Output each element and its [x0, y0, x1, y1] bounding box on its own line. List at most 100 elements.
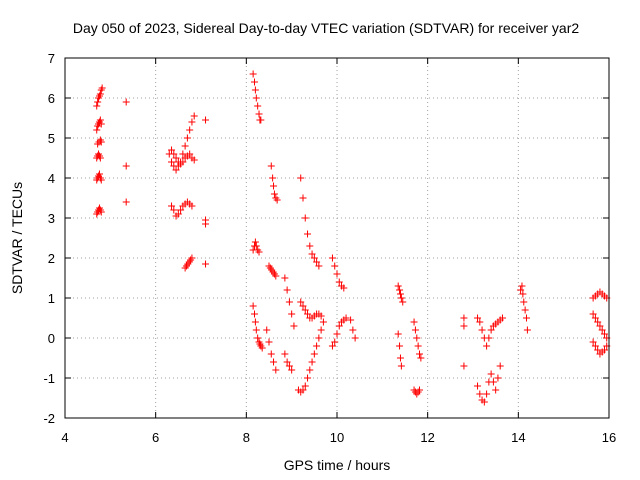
y-tick-label: 3 — [48, 211, 55, 226]
x-tick-label: 12 — [420, 430, 434, 445]
y-tick-label: 6 — [48, 91, 55, 106]
data-point — [250, 310, 258, 318]
data-point — [301, 306, 309, 314]
data-point — [93, 102, 101, 110]
series-arc-14.1 — [517, 282, 531, 334]
data-point — [252, 326, 260, 334]
data-point — [600, 330, 608, 338]
series-arc-13.3-low — [474, 362, 504, 406]
data-point — [97, 176, 105, 184]
data-point — [342, 314, 350, 322]
series-cluster-4.7-a — [93, 84, 106, 110]
data-point — [474, 314, 482, 322]
data-point — [416, 350, 424, 358]
data-point — [319, 318, 327, 326]
data-point — [267, 162, 275, 170]
data-point — [97, 138, 105, 146]
data-point — [263, 326, 271, 334]
data-point — [288, 310, 296, 318]
data-point — [122, 162, 130, 170]
data-point — [396, 354, 404, 362]
data-point — [489, 378, 497, 386]
data-point — [183, 134, 191, 142]
data-point — [249, 70, 257, 78]
data-point — [333, 330, 341, 338]
data-point — [250, 78, 258, 86]
data-point — [492, 386, 500, 394]
series-cluster-4.7-b — [93, 116, 105, 134]
data-point — [411, 326, 419, 334]
y-tick-label: 2 — [48, 251, 55, 266]
data-point — [517, 286, 525, 294]
data-point — [202, 220, 210, 228]
data-point — [188, 118, 196, 126]
data-point — [177, 206, 185, 214]
data-point — [288, 366, 296, 374]
data-point — [299, 194, 307, 202]
y-tick-label: 1 — [48, 291, 55, 306]
data-point — [494, 374, 502, 382]
data-point — [328, 254, 336, 262]
x-axis-label: GPS time / hours — [284, 457, 391, 473]
data-point — [317, 326, 325, 334]
data-point — [94, 98, 102, 106]
series-arc-15.7-mid — [589, 310, 611, 342]
data-point — [399, 298, 407, 306]
data-point — [594, 346, 602, 354]
data-point — [416, 386, 424, 394]
series-arc-13.2 — [474, 314, 506, 350]
data-point — [97, 208, 105, 216]
data-point — [179, 150, 187, 158]
series-arc-9.0 — [281, 274, 298, 330]
series-arc-9.9 — [328, 254, 348, 292]
data-point — [285, 362, 293, 370]
data-point — [596, 322, 604, 330]
data-point — [417, 354, 425, 362]
y-tick-label: 0 — [48, 331, 55, 346]
series-isolated-5.35 — [122, 98, 130, 206]
data-point — [273, 196, 281, 204]
data-point — [522, 314, 530, 322]
data-point — [413, 334, 421, 342]
series-cluster-4.7-d — [93, 150, 104, 162]
data-point — [252, 242, 260, 250]
data-point — [252, 94, 260, 102]
data-point — [310, 254, 318, 262]
data-point — [340, 284, 348, 292]
data-point — [172, 154, 180, 162]
series-arc-11.8 — [410, 318, 425, 362]
data-point — [202, 116, 210, 124]
data-point — [188, 202, 196, 210]
series-arc-6.7-low — [181, 254, 196, 272]
data-point — [410, 318, 418, 326]
y-tick-label: 5 — [48, 131, 55, 146]
x-tick-label: 8 — [243, 430, 250, 445]
data-point — [460, 362, 468, 370]
data-point — [460, 322, 468, 330]
data-point — [96, 90, 104, 98]
data-point — [308, 250, 316, 258]
data-point — [168, 202, 176, 210]
data-point — [299, 302, 307, 310]
data-point — [480, 398, 488, 406]
data-point — [331, 262, 339, 270]
data-point — [172, 166, 180, 174]
data-point — [523, 326, 531, 334]
data-point — [414, 342, 422, 350]
data-point — [267, 350, 275, 358]
data-point — [304, 374, 312, 382]
y-axis-ticks: -2 -1 0 1 2 3 4 5 6 7 — [43, 51, 609, 426]
data-point — [591, 342, 599, 350]
data-point — [460, 314, 468, 322]
data-point — [270, 358, 278, 366]
data-point — [347, 316, 355, 324]
data-point — [520, 298, 528, 306]
data-point — [190, 112, 198, 120]
data-point — [351, 334, 359, 342]
y-tick-label: 7 — [48, 51, 55, 66]
data-point — [251, 318, 259, 326]
data-point — [483, 390, 491, 398]
x-tick-label: 16 — [602, 430, 616, 445]
data-point — [272, 366, 280, 374]
plot-frame — [64, 57, 610, 419]
